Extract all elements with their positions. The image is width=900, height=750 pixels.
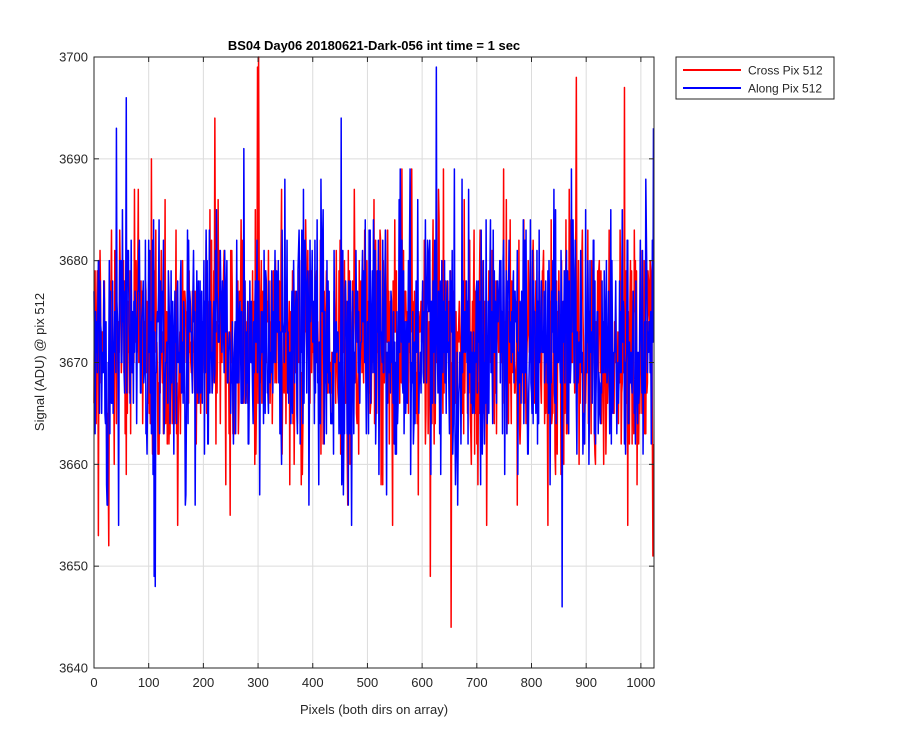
legend-box bbox=[675, 56, 835, 100]
plot-area bbox=[93, 56, 655, 629]
x-tick-label: 200 bbox=[193, 675, 215, 690]
y-axis-label: Signal (ADU) @ pix 512 bbox=[32, 293, 47, 431]
x-tick-label: 900 bbox=[575, 675, 597, 690]
series-along-pix-line bbox=[93, 66, 655, 608]
legend-label-cross: Cross Pix 512 bbox=[748, 64, 823, 78]
x-tick-label: 400 bbox=[302, 675, 324, 690]
x-tick-label: 0 bbox=[90, 675, 97, 690]
x-tick-label: 100 bbox=[138, 675, 160, 690]
x-axis-label: Pixels (both dirs on array) bbox=[300, 702, 448, 717]
x-tick-label: 700 bbox=[466, 675, 488, 690]
y-tick-label: 3690 bbox=[59, 151, 88, 166]
y-tick-label: 3670 bbox=[59, 355, 88, 370]
legend-label-along: Along Pix 512 bbox=[748, 82, 822, 96]
y-tick-label: 3650 bbox=[59, 559, 88, 574]
y-tick-label: 3640 bbox=[59, 661, 88, 676]
y-tick-label: 3700 bbox=[59, 50, 88, 65]
y-tick-label: 3680 bbox=[59, 253, 88, 268]
x-tick-label: 600 bbox=[411, 675, 433, 690]
ticks: 0 100 200 300 400 500 600 700 800 900 1000 3640 3650… bbox=[59, 50, 655, 691]
chart-title: BS04 Day06 20180621-Dark-056 int time = … bbox=[228, 38, 520, 53]
legend: Cross Pix 512 Along Pix 512 bbox=[675, 56, 835, 100]
x-tick-label: 300 bbox=[247, 675, 269, 690]
x-tick-label: 1000 bbox=[626, 675, 655, 690]
x-tick-label: 500 bbox=[357, 675, 379, 690]
x-tick-label: 800 bbox=[521, 675, 543, 690]
y-tick-label: 3660 bbox=[59, 457, 88, 472]
